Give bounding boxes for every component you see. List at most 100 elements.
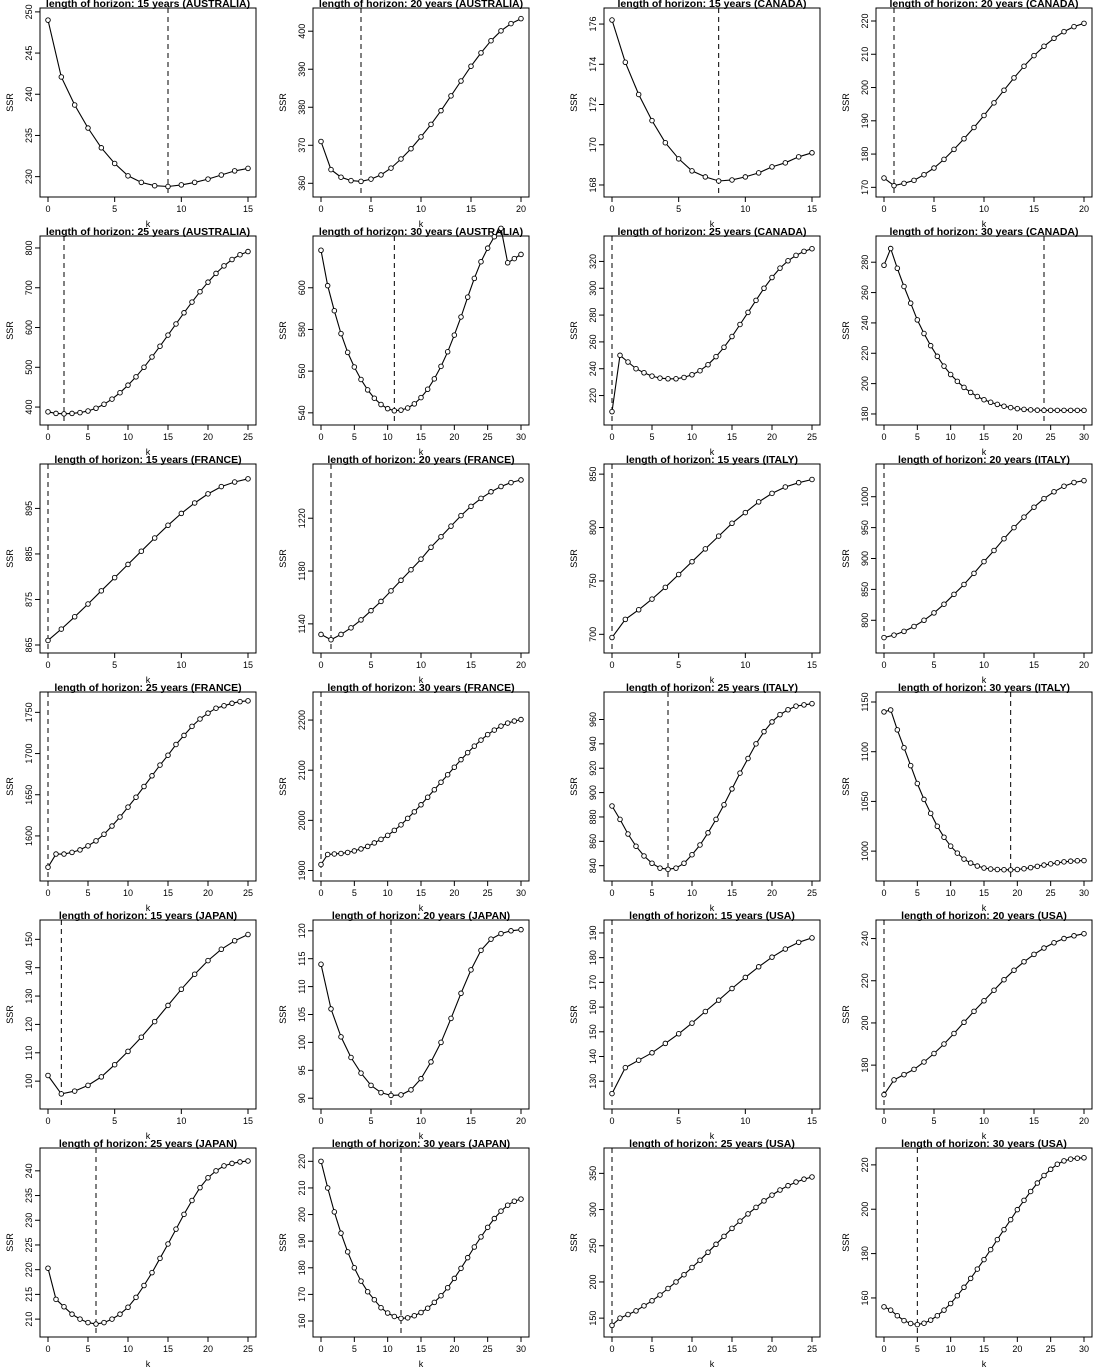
data-point [649,596,655,602]
data-point [894,265,901,272]
data-point [85,601,91,607]
data-point [428,544,434,551]
data-point [641,1303,647,1309]
data-point [438,533,444,540]
chart-panel: length of horizon: 20 years (JAPAN) 0 5 10 1… [278,910,530,1141]
data-point [673,1279,679,1285]
x-tick-label: 5 [676,660,681,670]
data-point [451,764,458,770]
x-tick-label: 0 [609,1344,614,1354]
data-point [649,117,655,124]
y-tick-label: 180 [588,950,598,965]
data-point [101,831,107,838]
y-tick-label: 875 [24,592,34,607]
data-point [364,1288,371,1295]
x-tick-label: 25 [483,888,493,898]
x-tick-label: 10 [740,660,750,670]
data-point [504,1202,511,1208]
x-axis-label: k [710,675,715,685]
data-point [981,1256,987,1263]
y-tick-label: 1650 [24,785,34,805]
data-point [408,145,414,152]
y-tick-label: 1150 [860,692,870,711]
data-point [721,1233,727,1240]
chart-panel: length of horizon: 15 years (FRANCE) 0 5 10… [5,454,257,685]
y-tick-label: 895 [24,501,34,516]
data-point [71,1088,78,1094]
chart-panel: length of horizon: 25 years (USA) 0 5 10 15 2… [569,1138,821,1367]
data-point [609,1090,615,1097]
x-tick-label: 20 [1012,888,1022,898]
data-point [138,1034,145,1040]
data-point [218,946,225,953]
data-point [491,233,498,240]
y-axis-label: SSR [278,1233,288,1252]
plot-frame [603,919,821,1110]
data-point [391,1313,398,1320]
data-point [348,625,354,631]
y-axis-label: SSR [5,1233,15,1252]
x-tick-label: 0 [318,1116,323,1126]
x-tick-label: 15 [807,660,817,670]
data-point [1051,940,1057,946]
data-point [881,1304,887,1310]
data-point [609,634,615,641]
x-tick-label: 5 [85,888,90,898]
data-point [633,1308,639,1314]
data-point [715,178,722,184]
data-point [125,561,131,568]
data-point [378,401,384,408]
x-axis-label: k [710,1131,715,1141]
x-tick-label: 10 [740,1116,750,1126]
y-tick-label: 105 [297,1007,307,1022]
data-point [398,1092,404,1098]
data-point [338,174,344,180]
data-point [448,1015,454,1022]
chart-title: length of horizon: 30 years (JAPAN) [332,1138,510,1150]
y-tick-label: 540 [297,405,307,420]
data-point [508,928,514,934]
x-tick-label: 10 [740,204,750,214]
data-point [58,626,65,632]
chart-title: length of horizon: 25 years (JAPAN) [59,1138,237,1150]
data-point [368,1082,374,1089]
data-point [737,770,743,776]
chart-panel: length of horizon: 20 years (USA) 0 5 10 15 2… [841,910,1093,1141]
data-point [961,1284,967,1291]
data-point [221,1163,227,1169]
data-point [508,20,514,27]
data-point [468,967,474,973]
data-point [689,372,695,378]
x-tick-label: 10 [979,1116,989,1126]
series-line [883,709,1085,871]
y-tick-label: 260 [588,334,598,349]
data-point [229,700,235,707]
data-point [438,107,444,114]
data-point [967,389,974,396]
data-point [511,718,518,724]
data-point [657,375,663,381]
x-tick-label: 25 [243,888,253,898]
y-tick-label: 90 [297,1093,307,1103]
x-tick-label: 15 [466,660,476,670]
data-point [981,396,987,403]
data-point [1011,75,1017,81]
data-point [197,288,203,295]
x-axis-label: k [982,219,987,229]
data-point [348,177,354,184]
plot-frame [603,463,821,654]
data-point [109,396,115,402]
y-tick-label: 1140 [297,614,307,633]
y-tick-label: 200 [860,376,870,391]
data-point [498,28,504,34]
x-axis-label: k [710,447,715,457]
data-point [458,314,464,320]
data-point [745,309,751,316]
data-point [418,802,424,808]
data-point [1021,406,1027,413]
data-point [351,1265,358,1271]
x-tick-label: 15 [243,660,253,670]
data-point [165,332,171,338]
data-point [742,974,749,981]
data-point [344,349,351,356]
